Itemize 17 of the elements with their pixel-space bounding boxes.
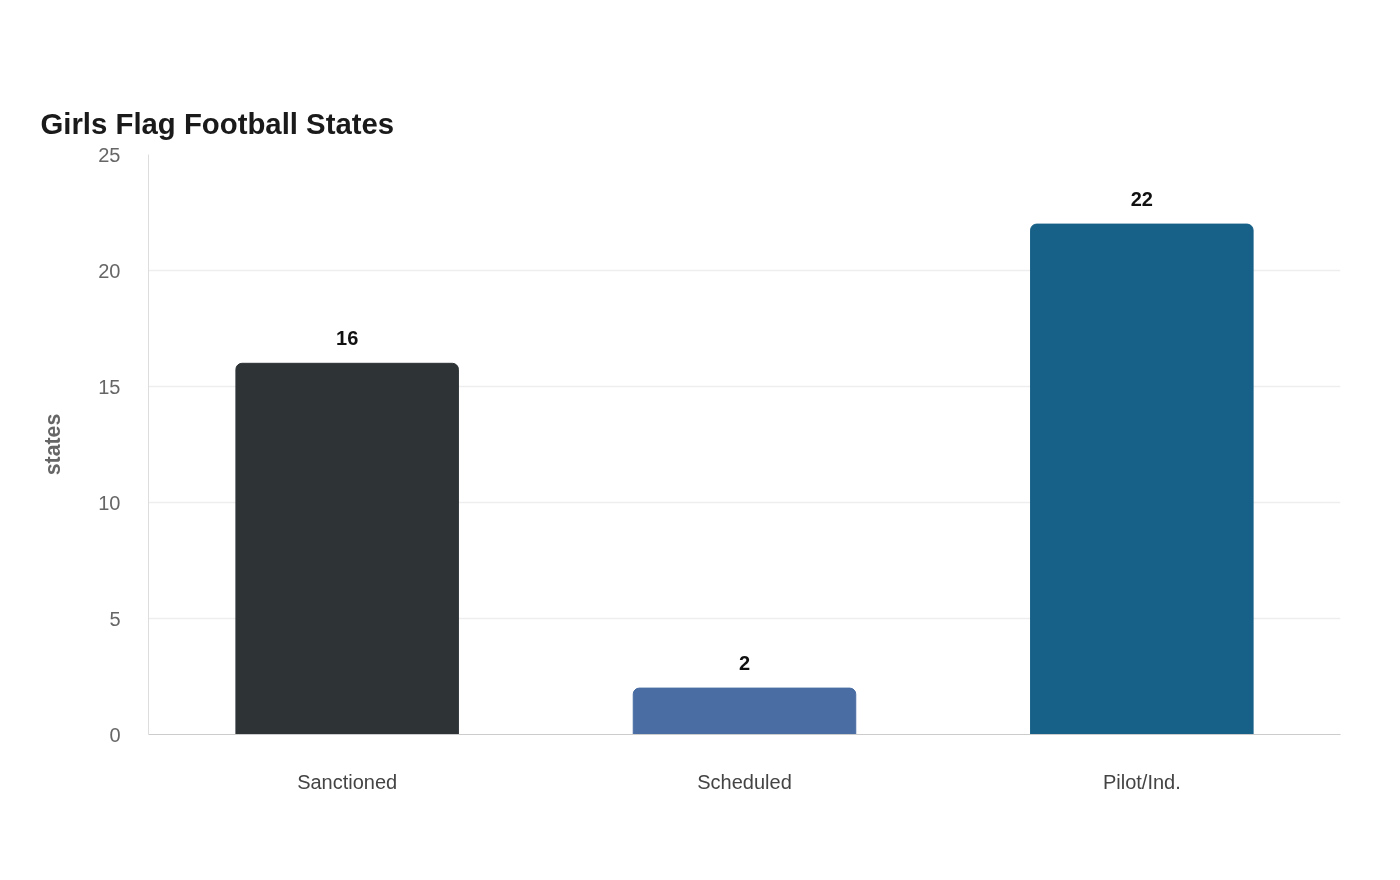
y-axis-title: states: [41, 413, 66, 476]
x-tick-label: Scheduled: [697, 770, 792, 793]
y-tick-label: 25: [98, 143, 121, 166]
data-label: 16: [336, 327, 359, 350]
y-tick-label: 10: [98, 491, 121, 514]
y-tick-label: 5: [109, 607, 121, 630]
data-label: 2: [738, 652, 751, 675]
bar: [1030, 223, 1254, 735]
y-tick-label: 15: [98, 375, 121, 398]
data-label: 22: [1130, 188, 1153, 211]
x-tick-label: Pilot/Ind.: [1102, 770, 1181, 793]
x-tick-label: Sanctioned: [297, 770, 398, 793]
chart-title: Girls Flag Football States: [40, 106, 395, 140]
y-tick-label: 20: [98, 259, 121, 282]
y-tick-label: 0: [109, 723, 121, 746]
bar: [235, 362, 459, 735]
bar: [632, 687, 857, 735]
